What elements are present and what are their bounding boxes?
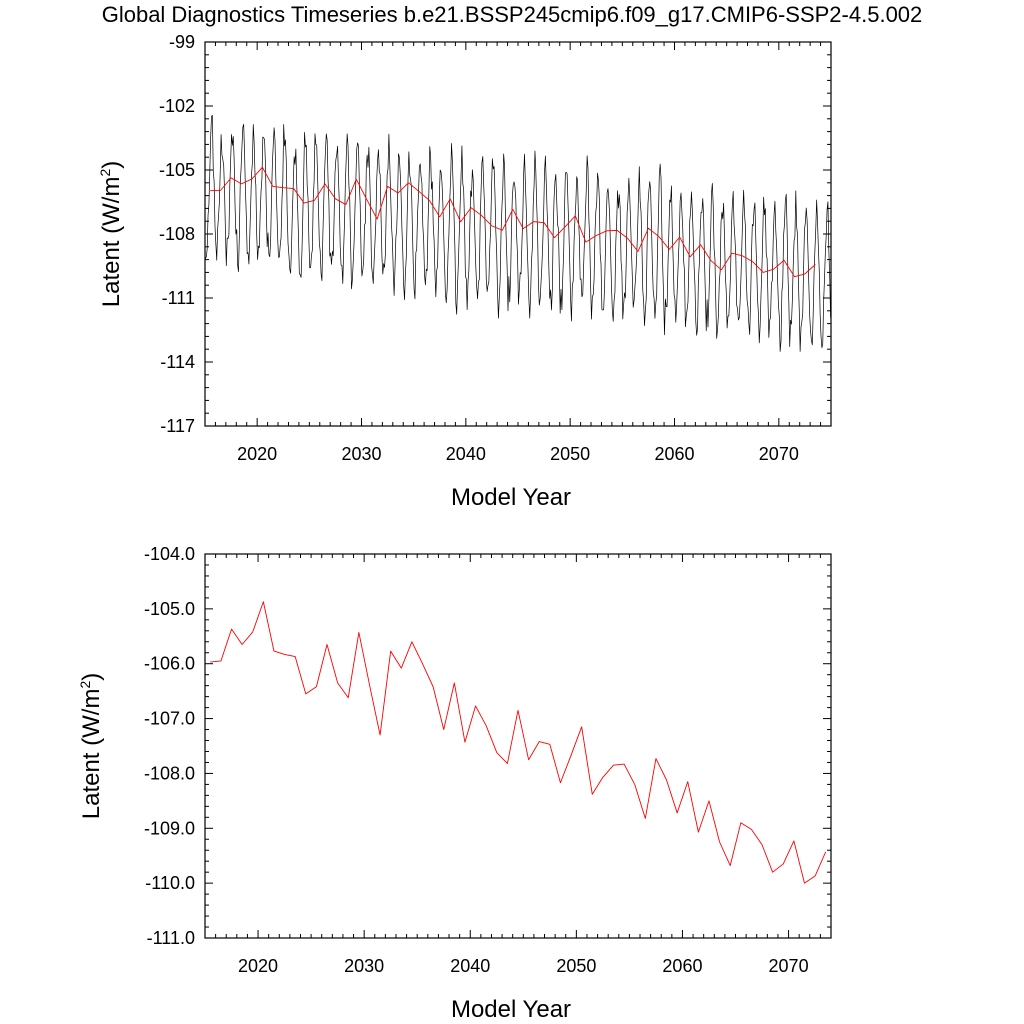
top-x-tick-label: 2070 [759,444,799,464]
top-chart-ylabel-sup: 2 [97,169,113,177]
bottom-chart-xlabel: Model Year [451,996,571,1023]
bottom-x-tick-label: 2020 [238,956,278,976]
bottom-chart-ylabel-sup: 2 [77,681,93,689]
bottom-series-annual-mean-line [210,601,827,884]
bottom-y-tick-label: -107.0 [144,709,195,729]
top-y-tick-label: -117 [160,416,195,436]
figure-title: Global Diagnostics Timeseries b.e21.BSSP… [101,2,923,27]
top-y-tick-label: -111 [162,288,195,308]
bottom-y-tick-label: -109.0 [144,818,195,838]
bottom-y-tick-label: -108.0 [144,763,195,783]
bottom-chart-ylabel-close: ) [78,673,105,681]
top-y-tick-label: -102 [159,96,195,116]
top-chart-ylabel: Latent (W/m2) [97,161,125,308]
top-chart-ylabel-close: ) [98,161,125,169]
bottom-x-tick-label: 2030 [344,956,384,976]
bottom-y-tick-label: -106.0 [144,654,195,674]
top-x-tick-label: 2020 [237,444,277,464]
top-chart-ticks: 2020 2030 2040 2050 2060 2070 -117 -114 -111 -108… [159,32,832,464]
bottom-x-tick-label: 2060 [662,956,702,976]
top-chart-xlabel: Model Year [451,484,571,511]
top-chart-frame [204,41,832,427]
top-x-tick-label: 2040 [446,444,486,464]
bottom-y-tick-label: -105.0 [144,599,195,619]
top-series-monthly-line [205,115,831,352]
bottom-chart-ylabel: Latent (W/m2) [77,673,105,820]
top-chart-data-layer [205,115,831,352]
bottom-chart-ylabel-main: Latent (W/m [78,689,105,820]
bottom-chart-panel: 2020 2030 2040 2050 2060 2070 -111.0 -110.0 -109… [77,544,832,1023]
bottom-y-tick-label: -104.0 [144,544,195,564]
top-x-tick-label: 2050 [550,444,590,464]
top-x-tick-label: 2060 [654,444,694,464]
bottom-chart-data-layer [210,601,827,884]
top-x-tick-label: 2030 [341,444,381,464]
top-series-annual-mean-line [210,166,816,278]
bottom-y-tick-label: -111.0 [147,928,195,948]
bottom-x-tick-label: 2040 [450,956,490,976]
top-y-tick-label: -105 [159,160,195,180]
top-y-tick-label: -99 [169,32,195,52]
bottom-chart-frame [204,553,832,939]
top-chart-panel: 2020 2030 2040 2050 2060 2070 -117 -114 -111 -108… [97,32,832,511]
bottom-x-tick-label: 2050 [556,956,596,976]
top-chart-ylabel-main: Latent (W/m [98,177,125,308]
bottom-y-tick-label: -110.0 [145,873,195,893]
top-y-tick-label: -114 [160,352,195,372]
bottom-x-tick-label: 2070 [769,956,809,976]
top-y-tick-label: -108 [159,224,195,244]
bottom-chart-ticks: 2020 2030 2040 2050 2060 2070 -111.0 -110.0 -109… [144,544,832,976]
